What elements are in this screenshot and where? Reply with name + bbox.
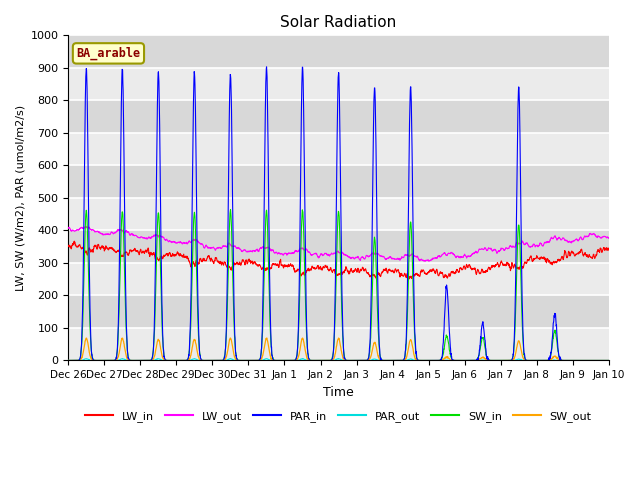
LW_out (355, 255, 362, 261)
Bar (68, 198, 609, 230)
PAR_in (605, 358, 612, 363)
Line: LW_in: LW_in (68, 241, 609, 279)
Bar (68, 36, 609, 68)
PAR_out (355, 358, 362, 363)
Line: PAR_in: PAR_in (68, 67, 609, 360)
SW_out (605, 358, 612, 363)
Title: Solar Radiation: Solar Radiation (280, 15, 397, 30)
SW_in (605, 358, 612, 363)
SW_out (557, 358, 565, 363)
SW_in (573, 358, 580, 363)
PAR_out (557, 358, 565, 363)
LW_out (216, 245, 223, 251)
SW_in (449, 358, 457, 363)
PAR_out (496, 358, 504, 363)
PAR_in (263, 64, 271, 70)
SW_out (227, 335, 234, 341)
LW_out (605, 235, 612, 241)
LW_in (70, 238, 78, 244)
Bar (68, 166, 609, 198)
LW_in (216, 259, 223, 265)
SW_out (355, 358, 362, 363)
PAR_in (438, 358, 445, 363)
Line: LW_out: LW_out (68, 227, 609, 261)
Bar (68, 328, 609, 360)
Line: PAR_out: PAR_out (68, 359, 609, 360)
SW_out (76, 358, 84, 363)
SW_in (215, 358, 223, 363)
PAR_out (65, 358, 72, 363)
SW_in (355, 358, 362, 363)
LW_in (496, 262, 504, 268)
X-axis label: Time: Time (323, 386, 354, 399)
Bar (68, 133, 609, 166)
LW_in (573, 251, 580, 257)
LW_in (557, 254, 565, 260)
PAR_in (65, 358, 72, 363)
SW_in (227, 207, 234, 213)
SW_in (366, 345, 374, 350)
LW_in (355, 266, 362, 272)
PAR_out (366, 358, 374, 363)
PAR_out (119, 356, 127, 361)
Bar (68, 263, 609, 295)
Y-axis label: LW, SW (W/m2), PAR (umol/m2/s): LW, SW (W/m2), PAR (umol/m2/s) (15, 105, 25, 291)
LW_out (366, 253, 374, 259)
PAR_in (355, 358, 362, 363)
PAR_out (605, 358, 612, 363)
Line: SW_in: SW_in (68, 210, 609, 360)
PAR_in (557, 358, 565, 363)
PAR_out (573, 358, 580, 363)
LW_out (65, 226, 72, 231)
SW_out (216, 358, 223, 363)
LW_out (557, 237, 565, 243)
LW_out (82, 224, 90, 229)
PAR_out (216, 358, 223, 363)
Bar (68, 230, 609, 263)
Bar (68, 295, 609, 328)
LW_out (573, 236, 580, 242)
SW_out (366, 355, 374, 360)
SW_out (573, 358, 580, 363)
PAR_in (366, 340, 374, 346)
SW_in (65, 358, 72, 363)
SW_in (557, 357, 565, 363)
PAR_in (573, 358, 580, 363)
PAR_in (496, 358, 504, 363)
LW_in (405, 276, 413, 282)
SW_in (496, 358, 504, 363)
PAR_out (76, 358, 84, 363)
LW_out (425, 258, 433, 264)
PAR_in (215, 358, 223, 363)
LW_in (366, 274, 374, 279)
Bar (68, 68, 609, 100)
SW_out (496, 358, 504, 363)
Text: BA_arable: BA_arable (76, 47, 141, 60)
Line: SW_out: SW_out (68, 338, 609, 360)
LW_out (496, 248, 504, 253)
Bar (68, 100, 609, 133)
LW_in (65, 243, 72, 249)
Legend: LW_in, LW_out, PAR_in, PAR_out, SW_in, SW_out: LW_in, LW_out, PAR_in, PAR_out, SW_in, S… (81, 407, 596, 426)
LW_in (605, 247, 612, 252)
SW_out (65, 358, 72, 363)
